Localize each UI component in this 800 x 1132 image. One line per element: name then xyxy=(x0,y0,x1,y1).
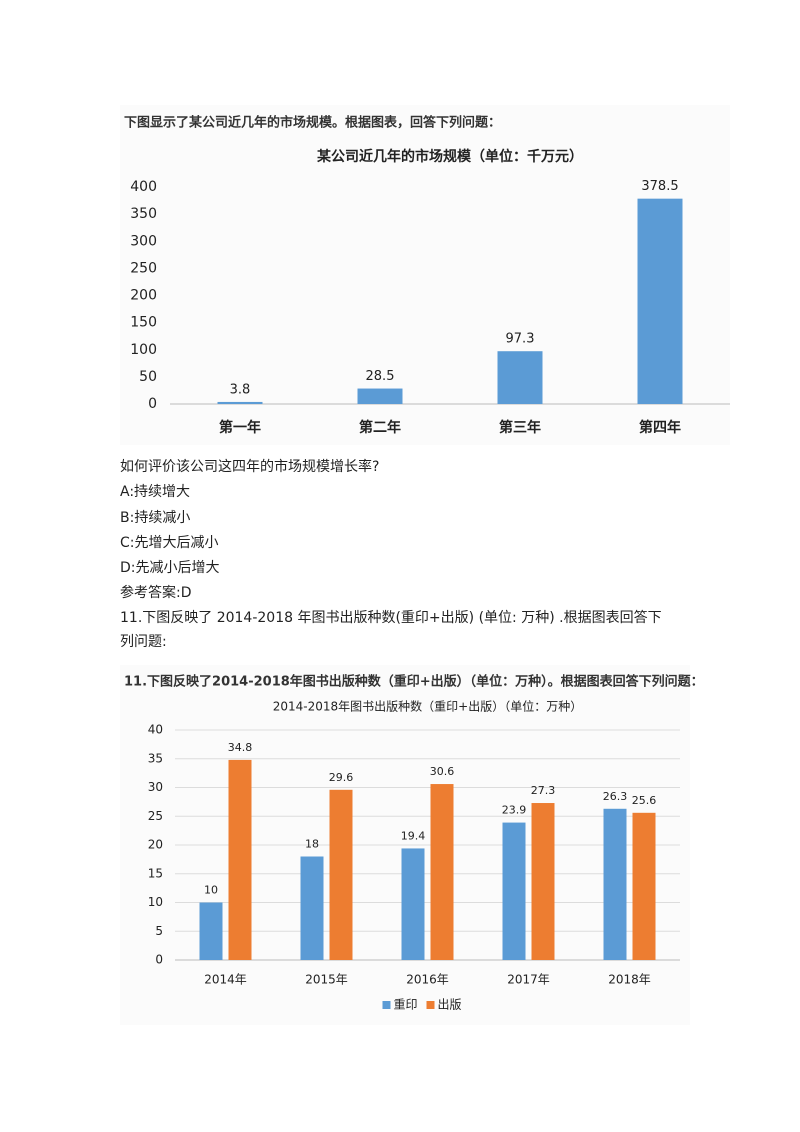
data-label: 18 xyxy=(305,838,319,851)
x-tick-label: 2014年 xyxy=(204,973,247,987)
y-tick-label: 300 xyxy=(130,233,157,249)
y-tick-label: 25 xyxy=(148,809,163,823)
legend-label: 出版 xyxy=(438,998,462,1012)
y-tick-label: 350 xyxy=(130,206,157,222)
bar xyxy=(199,902,223,960)
figure-heading: 11.下图反映了2014-2018年图书出版种数（重印+出版）（单位：万种）。根… xyxy=(124,674,704,690)
bar xyxy=(502,822,526,960)
data-label: 3.8 xyxy=(230,382,251,397)
question: 如何评价该公司这四年的市场规模增长率? xyxy=(120,458,379,475)
y-tick-label: 100 xyxy=(130,342,157,358)
y-tick-label: 0 xyxy=(155,953,163,967)
bar xyxy=(632,812,656,960)
bar xyxy=(300,856,324,960)
x-tick-label: 第四年 xyxy=(639,419,681,436)
option: D:先减小后增大 xyxy=(120,560,220,576)
x-tick-label: 2016年 xyxy=(406,973,449,987)
x-tick-label: 2018年 xyxy=(608,973,651,987)
y-tick-label: 30 xyxy=(148,780,163,794)
data-label: 27.3 xyxy=(531,784,556,797)
x-tick-label: 2015年 xyxy=(305,973,348,987)
y-tick-label: 5 xyxy=(155,924,163,938)
option: B:持续减小 xyxy=(120,509,190,526)
y-tick-label: 15 xyxy=(148,866,163,880)
data-label: 25.6 xyxy=(632,794,657,807)
data-label: 30.6 xyxy=(430,765,455,778)
figure-1-background xyxy=(120,105,730,445)
data-label: 28.5 xyxy=(366,369,395,384)
y-tick-label: 40 xyxy=(148,723,163,737)
y-tick-label: 50 xyxy=(139,369,157,385)
bar xyxy=(329,789,353,960)
y-tick-label: 0 xyxy=(148,396,157,412)
question: 列问题: xyxy=(120,634,167,650)
data-label: 378.5 xyxy=(641,179,678,194)
data-label: 34.8 xyxy=(228,741,253,754)
data-label: 29.6 xyxy=(329,771,354,784)
y-tick-label: 200 xyxy=(130,288,157,304)
legend-label: 重印 xyxy=(394,998,418,1012)
bar xyxy=(637,198,683,404)
bar xyxy=(357,388,403,404)
x-tick-label: 第三年 xyxy=(499,419,541,436)
x-tick-label: 第二年 xyxy=(359,419,401,436)
x-tick-label: 第一年 xyxy=(219,419,261,436)
legend-swatch xyxy=(382,1001,391,1009)
y-tick-label: 10 xyxy=(148,895,163,909)
bar xyxy=(401,848,425,960)
y-tick-label: 400 xyxy=(130,179,157,195)
option: A:持续增大 xyxy=(120,483,190,500)
y-tick-label: 35 xyxy=(148,751,163,765)
bar xyxy=(228,759,252,960)
chart-title: 2014-2018年图书出版种数（重印+出版）（单位：万种） xyxy=(273,699,582,714)
y-tick-label: 20 xyxy=(148,838,163,852)
chart-title: 某公司近几年的市场规模（单位：千万元） xyxy=(317,148,583,165)
data-label: 19.4 xyxy=(401,829,426,842)
y-tick-label: 150 xyxy=(130,315,157,331)
y-tick-label: 250 xyxy=(130,260,157,276)
option: C:先增大后减小 xyxy=(120,535,219,551)
legend-swatch xyxy=(426,1001,435,1009)
bar xyxy=(430,784,454,960)
figure-heading: 下图显示了某公司近几年的市场规模。根据图表，回答下列问题： xyxy=(124,115,501,131)
answer: 参考答案:D xyxy=(120,584,192,601)
bar xyxy=(217,401,263,404)
data-label: 26.3 xyxy=(603,790,628,803)
bar xyxy=(531,803,555,960)
bar xyxy=(497,351,543,404)
data-label: 10 xyxy=(204,884,218,897)
x-tick-label: 2017年 xyxy=(507,973,550,987)
bar xyxy=(603,808,627,960)
question: 11.下图反映了 2014-2018 年图书出版种数(重印+出版) (单位: 万… xyxy=(120,609,662,626)
data-label: 97.3 xyxy=(506,332,535,347)
data-label: 23.9 xyxy=(502,804,527,817)
